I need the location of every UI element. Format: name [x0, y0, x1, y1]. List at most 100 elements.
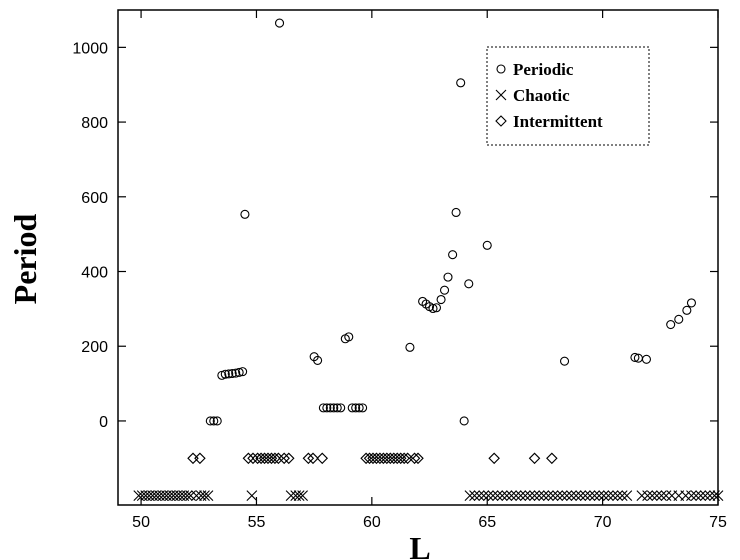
chaotic-point: [712, 490, 724, 502]
chaotic-point: [642, 490, 654, 502]
chaotic-point: [651, 490, 663, 502]
periodic-point: [482, 240, 492, 250]
periodic-point: [451, 207, 461, 218]
chaotic-point: [570, 490, 582, 502]
chaotic-point: [202, 490, 214, 502]
legend-label-chaotic: Chaotic: [513, 86, 570, 105]
periodic-point: [630, 352, 640, 362]
chaotic-point: [515, 490, 527, 502]
intermittent-point: [282, 452, 295, 465]
chaotic-point: [469, 490, 480, 502]
intermittent-point: [194, 452, 206, 465]
periodic-point: [464, 279, 474, 289]
intermittent-point: [367, 452, 379, 465]
data-marks: [133, 18, 724, 502]
periodic-point: [329, 403, 339, 413]
intermittent-point: [247, 452, 259, 465]
periodic-point: [313, 355, 323, 365]
periodic-point: [332, 403, 342, 413]
chaotic-point: [598, 490, 610, 502]
legend-marker-periodic: [496, 64, 506, 74]
intermittent-point: [269, 452, 281, 465]
chaotic-point: [602, 490, 614, 502]
periodic-point: [666, 320, 676, 330]
chaotic-point: [285, 490, 297, 502]
chaotic-point: [621, 490, 633, 502]
intermittent-point: [316, 452, 329, 465]
chaotic-point: [680, 490, 692, 502]
chaotic-point: [699, 490, 711, 502]
y-axis-title: Period: [7, 213, 43, 304]
periodic-point: [238, 367, 248, 377]
periodic-point: [443, 272, 453, 282]
chaotic-point: [181, 490, 193, 502]
chaotic-point: [561, 490, 573, 502]
x-tick-label: 65: [478, 514, 496, 531]
chaotic-point: [492, 490, 504, 502]
chaotic-point: [646, 490, 658, 502]
chaotic-point: [533, 490, 545, 502]
x-tick-label: 70: [594, 514, 612, 531]
chaotic-point: [506, 490, 517, 502]
periodic-point: [325, 403, 335, 413]
periodic-point: [459, 416, 469, 426]
periodic-point: [231, 368, 241, 378]
periodic-point: [358, 403, 368, 413]
chaotic-point: [464, 490, 476, 502]
legend-entries: Periodic Chaotic Intermittent: [495, 60, 603, 131]
periodic-point: [674, 314, 684, 324]
intermittent-point: [528, 452, 541, 465]
intermittent-point: [387, 452, 400, 465]
legend: Periodic Chaotic Intermittent: [486, 46, 650, 146]
chaotic-point: [487, 490, 499, 502]
x-tick-label: 50: [132, 514, 150, 531]
periodic-point: [344, 332, 354, 342]
periodic-point: [436, 294, 446, 305]
x-tick-label: 55: [248, 514, 266, 531]
chaotic-point: [556, 490, 568, 502]
chaotic-point: [510, 490, 522, 502]
chaotic-point: [542, 490, 554, 502]
y-tick-label: 800: [81, 115, 108, 132]
chaotic-point: [589, 490, 600, 502]
periodic-point: [405, 342, 415, 352]
intermittent-point: [384, 452, 397, 465]
chaotic-point: [496, 490, 508, 502]
chaotic-point: [656, 490, 667, 502]
chaotic-point: [579, 490, 591, 502]
periodic-point: [274, 18, 285, 28]
intermittent-point: [360, 452, 372, 465]
periodic-point: [205, 416, 215, 426]
intermittent-point: [401, 452, 414, 465]
x-tick-label: 75: [709, 514, 727, 531]
intermittent-point: [391, 452, 404, 465]
chaotic-point: [690, 490, 702, 502]
periodic-point: [456, 78, 466, 88]
y-tick-label: 0: [99, 414, 108, 431]
chaotic-point: [501, 490, 513, 502]
legend-label-intermittent: Intermittent: [513, 112, 603, 131]
periodic-point: [240, 209, 250, 219]
intermittent-point: [408, 452, 421, 465]
plot-frame: [117, 9, 719, 506]
intermittent-point: [394, 452, 407, 465]
intermittent-point: [262, 452, 274, 465]
periodic-point: [234, 367, 244, 377]
legend-marker-intermittent: [495, 115, 507, 127]
intermittent-point: [374, 452, 386, 465]
chaotic-point: [547, 490, 559, 502]
chaotic-point: [593, 490, 605, 502]
chaotic-point: [482, 490, 494, 502]
intermittent-point: [187, 452, 199, 465]
intermittent-point: [546, 452, 558, 465]
x-tick-label: 60: [363, 514, 381, 531]
chaotic-point: [529, 490, 540, 502]
periodic-point: [220, 369, 230, 379]
intermittent-point: [307, 452, 319, 465]
chaotic-point: [473, 490, 485, 502]
periodic-point: [354, 403, 364, 413]
legend-label-periodic: Periodic: [513, 60, 574, 79]
intermittent-point: [381, 452, 393, 465]
intermittent-point: [265, 452, 278, 465]
periodic-point: [641, 354, 652, 364]
